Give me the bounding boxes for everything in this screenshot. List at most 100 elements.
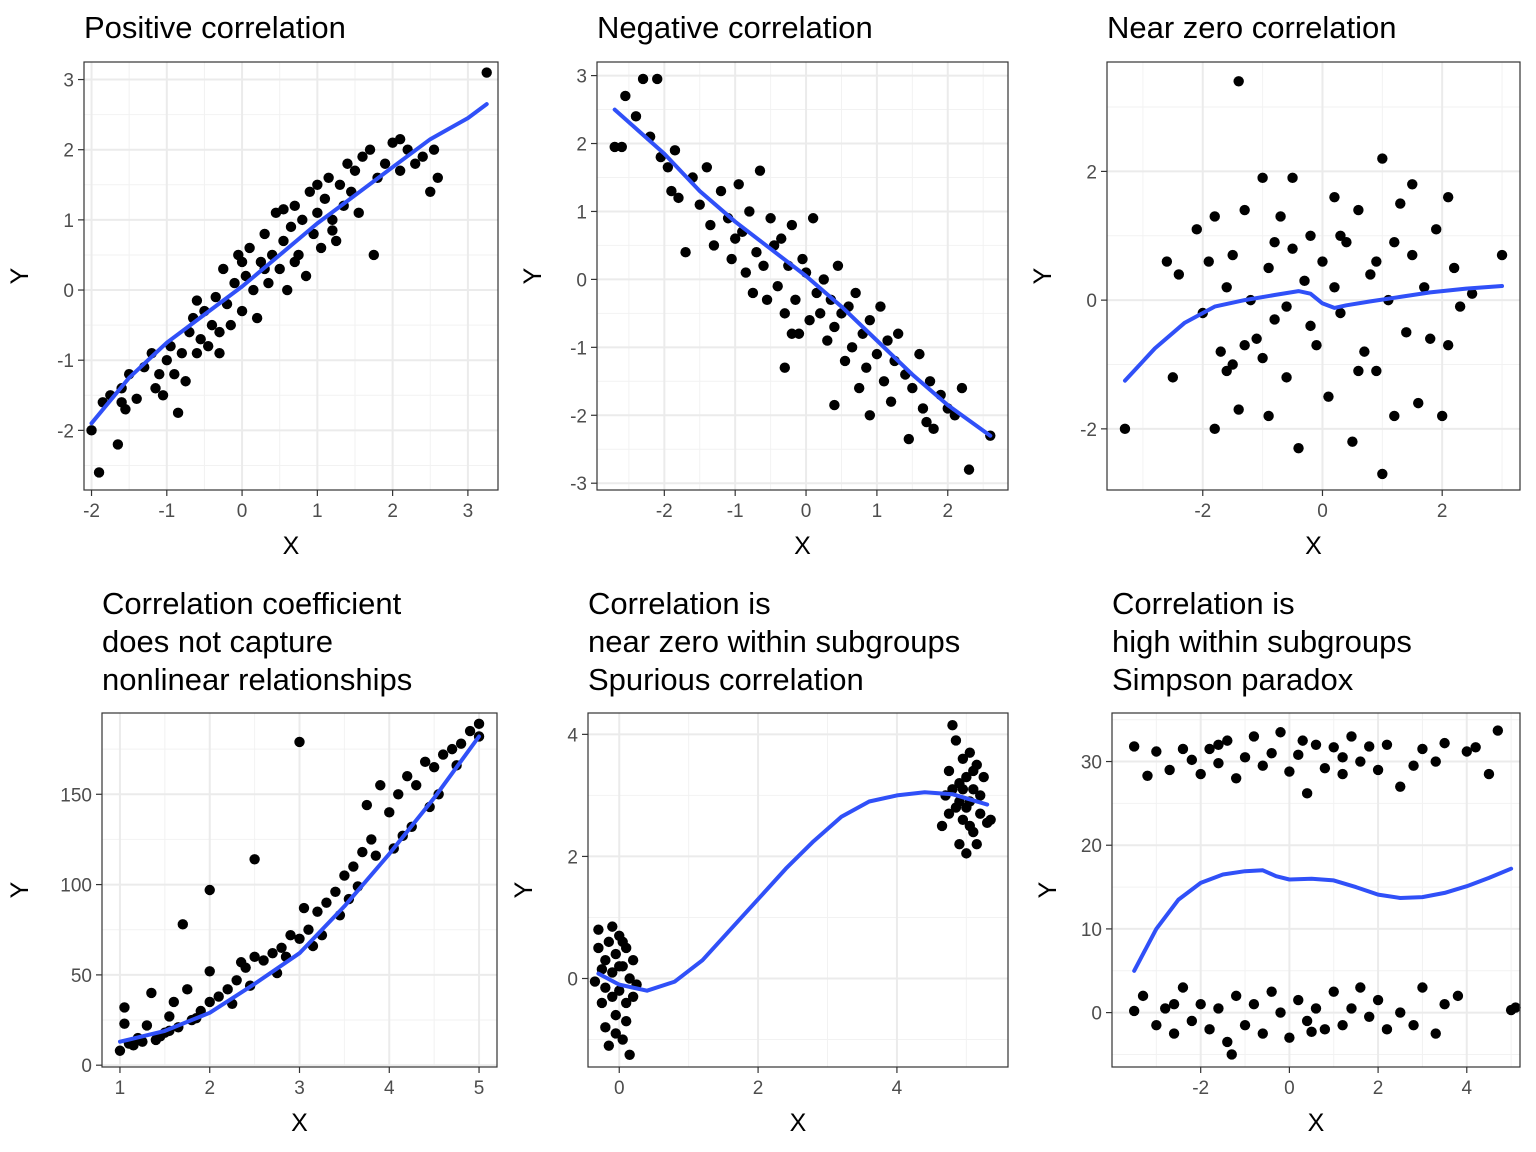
data-point xyxy=(154,369,165,380)
data-point xyxy=(379,158,391,169)
data-point xyxy=(1364,1011,1375,1022)
data-point xyxy=(312,179,323,190)
data-point xyxy=(1346,731,1357,742)
data-point xyxy=(1239,1019,1251,1031)
data-point xyxy=(244,242,255,254)
data-point xyxy=(957,814,969,826)
data-point xyxy=(907,382,918,394)
data-point xyxy=(1213,1003,1224,1014)
data-point xyxy=(1239,204,1250,216)
data-point xyxy=(146,987,157,999)
data-point xyxy=(1328,986,1339,997)
data-point xyxy=(464,725,476,737)
panel-border xyxy=(1106,61,1521,491)
data-point xyxy=(963,464,975,475)
data-point xyxy=(864,410,876,421)
y-tick-label: 4 xyxy=(567,725,578,746)
data-point xyxy=(1230,773,1242,784)
x-axis-label: X xyxy=(794,532,811,560)
data-point xyxy=(428,144,440,155)
data-point xyxy=(259,228,270,240)
data-point xyxy=(1364,741,1375,752)
data-point xyxy=(1310,739,1322,751)
data-point xyxy=(410,158,421,169)
data-point xyxy=(1323,391,1334,402)
data-point xyxy=(1239,339,1250,351)
data-point xyxy=(425,186,436,198)
data-point xyxy=(222,984,233,995)
x-tick-label: 2 xyxy=(204,1078,215,1099)
data-point xyxy=(1466,288,1478,299)
chart-title: high within subgroups xyxy=(1112,624,1412,659)
data-point xyxy=(312,906,323,917)
data-point xyxy=(455,738,467,749)
data-point xyxy=(437,749,449,760)
data-point xyxy=(206,319,218,331)
data-point xyxy=(282,284,293,296)
data-point xyxy=(1284,1032,1295,1043)
data-point xyxy=(312,207,323,219)
data-point xyxy=(141,1020,153,1031)
data-point xyxy=(600,954,611,966)
data-point xyxy=(1173,269,1185,280)
data-point xyxy=(1407,249,1418,261)
data-point xyxy=(128,1040,139,1051)
data-point xyxy=(1221,282,1232,293)
data-point xyxy=(370,850,382,861)
data-point xyxy=(1319,763,1331,774)
data-point xyxy=(1213,758,1224,769)
data-point xyxy=(943,765,955,777)
data-point xyxy=(321,897,332,908)
data-point xyxy=(1301,1015,1313,1027)
data-point xyxy=(1311,339,1322,351)
data-point xyxy=(1401,327,1412,338)
smooth-fit-line xyxy=(612,107,993,438)
data-point xyxy=(357,846,368,858)
data-point xyxy=(1281,301,1292,312)
data-point xyxy=(204,966,215,977)
data-point xyxy=(236,256,248,268)
data-point xyxy=(669,145,681,156)
data-point xyxy=(1263,262,1274,274)
data-point xyxy=(323,172,334,183)
data-point xyxy=(1365,269,1376,280)
data-point xyxy=(624,973,635,984)
x-tick-label: 4 xyxy=(892,1078,903,1099)
data-point xyxy=(954,839,965,850)
data-point xyxy=(294,933,305,944)
data-point xyxy=(950,735,962,746)
data-point xyxy=(1329,191,1340,203)
data-point xyxy=(402,771,413,782)
x-tick-label: 4 xyxy=(384,1078,395,1099)
data-point xyxy=(315,242,327,254)
data-point xyxy=(1251,333,1262,344)
data-point xyxy=(1492,725,1504,736)
data-point xyxy=(1195,768,1206,780)
y-tick-label: 3 xyxy=(576,67,587,88)
data-point xyxy=(263,277,274,289)
data-point xyxy=(1142,770,1153,781)
data-point xyxy=(210,291,221,303)
data-point xyxy=(864,314,876,326)
data-point xyxy=(214,326,225,338)
data-point xyxy=(1269,314,1280,325)
data-point xyxy=(733,179,744,190)
data-point xyxy=(1306,1026,1317,1038)
data-point xyxy=(1430,756,1441,767)
data-point xyxy=(861,362,872,373)
data-point xyxy=(481,67,492,78)
data-point xyxy=(1297,735,1308,746)
chart-title: Near zero correlation xyxy=(1107,10,1396,45)
data-point xyxy=(603,1040,615,1051)
data-point xyxy=(617,936,628,948)
data-point xyxy=(1275,211,1286,222)
chart-title: Correlation is xyxy=(588,586,771,621)
data-point xyxy=(1233,76,1244,87)
data-point xyxy=(1337,1019,1348,1031)
data-point xyxy=(627,991,639,1003)
data-point xyxy=(357,151,368,162)
data-point xyxy=(276,942,287,953)
data-point xyxy=(1353,204,1364,216)
data-point xyxy=(614,961,625,972)
